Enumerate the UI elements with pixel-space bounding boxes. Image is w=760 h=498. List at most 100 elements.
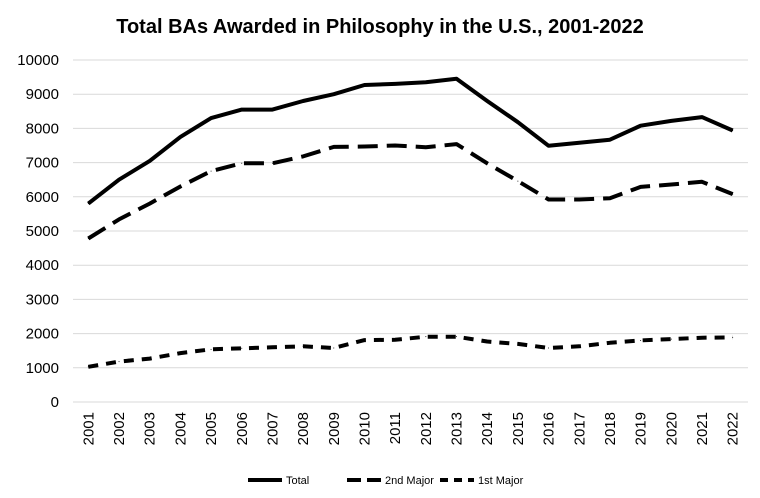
x-tick-label: 2020	[663, 412, 680, 445]
data-point	[394, 339, 396, 341]
data-point	[149, 358, 151, 360]
y-tick-label: 0	[51, 394, 59, 411]
data-point	[517, 121, 519, 123]
data-point	[486, 100, 488, 102]
data-point	[302, 345, 304, 347]
data-point	[640, 186, 642, 188]
x-tick-label: 2009	[326, 412, 343, 445]
y-tick-label: 3000	[26, 291, 59, 308]
data-point	[425, 81, 427, 83]
data-point	[640, 125, 642, 127]
data-point	[486, 340, 488, 342]
x-tick-label: 2021	[694, 412, 711, 445]
data-point	[241, 162, 243, 164]
x-axis-ticks: 2001 2002 2003 2004 2005 2006 2007 2008 2009 2010…	[80, 412, 741, 445]
data-point	[394, 145, 396, 146]
x-tick-label: 2010	[356, 412, 373, 445]
data-point	[548, 199, 550, 201]
data-point	[732, 193, 734, 195]
chart-title: Total BAs Awarded in Philosophy in the U…	[116, 16, 644, 38]
data-point	[363, 339, 365, 341]
data-point	[333, 146, 335, 148]
data-point	[701, 337, 703, 339]
data-point	[486, 162, 488, 164]
gridlines	[73, 59, 748, 403]
series-line-total	[87, 76, 734, 206]
data-point	[241, 347, 243, 349]
data-point	[609, 342, 611, 344]
data-point	[640, 339, 642, 341]
x-tick-label: 2022	[725, 412, 742, 445]
x-tick-label: 2011	[387, 412, 404, 444]
series-line-2nd-major	[87, 142, 734, 241]
data-point	[149, 160, 151, 162]
y-tick-label: 1000	[26, 360, 59, 377]
y-tick-label: 2000	[26, 326, 59, 343]
legend-label: 2nd Major	[385, 475, 434, 487]
data-point	[179, 352, 181, 354]
y-tick-label: 10000	[17, 52, 59, 69]
data-point	[701, 181, 703, 183]
data-point	[456, 336, 458, 338]
data-point	[210, 170, 212, 172]
x-tick-label: 2016	[541, 412, 558, 445]
x-tick-label: 2012	[418, 412, 435, 445]
y-tick-label: 8000	[26, 120, 59, 137]
data-point	[333, 347, 335, 349]
x-tick-label: 2019	[633, 412, 650, 445]
x-tick-label: 2017	[571, 412, 588, 445]
data-point	[670, 338, 672, 340]
data-point	[87, 238, 89, 240]
data-point	[670, 183, 672, 185]
x-tick-label: 2018	[602, 412, 619, 445]
y-tick-label: 4000	[26, 257, 59, 274]
data-point	[732, 336, 734, 338]
data-point	[179, 136, 181, 138]
legend-label: 1st Major	[478, 475, 524, 487]
data-point	[271, 346, 273, 348]
x-tick-label: 2015	[510, 412, 527, 445]
data-point	[517, 180, 519, 182]
data-point	[87, 203, 89, 205]
x-tick-label: 2003	[142, 412, 159, 445]
x-tick-label: 2001	[80, 412, 97, 445]
data-point	[179, 186, 181, 188]
y-tick-label: 7000	[26, 155, 59, 172]
legend: Total 2nd Major 1st Major	[248, 475, 524, 487]
x-tick-label: 2007	[264, 412, 281, 445]
legend-label: Total	[286, 475, 309, 487]
x-tick-label: 2014	[479, 412, 496, 445]
data-point	[363, 146, 365, 148]
x-tick-label: 2006	[234, 412, 251, 445]
data-point	[118, 361, 120, 363]
data-point	[87, 366, 89, 368]
data-point	[517, 343, 519, 345]
data-point	[548, 347, 550, 349]
data-point	[118, 179, 120, 181]
data-point	[578, 199, 580, 201]
data-point	[118, 218, 120, 220]
data-point	[578, 142, 580, 144]
data-point	[241, 109, 243, 111]
data-point	[302, 100, 304, 102]
data-point	[456, 78, 458, 80]
data-point	[210, 117, 212, 119]
data-point	[394, 83, 396, 85]
y-tick-label: 9000	[26, 86, 59, 103]
y-axis-ticks: 0 1000 2000 3000 4000 5000 6000 7000 8000 9000 100…	[17, 52, 59, 411]
data-point	[701, 116, 703, 118]
data-point	[149, 203, 151, 205]
x-tick-label: 2013	[449, 412, 466, 445]
data-point	[732, 129, 734, 131]
data-point	[333, 93, 335, 95]
data-point	[271, 162, 273, 164]
data-point	[609, 139, 611, 141]
data-point	[578, 345, 580, 347]
y-tick-label: 6000	[26, 189, 59, 206]
series-line-1st-major	[87, 334, 733, 369]
data-point	[425, 336, 427, 338]
data-point	[271, 109, 273, 111]
x-tick-label: 2002	[111, 412, 128, 445]
